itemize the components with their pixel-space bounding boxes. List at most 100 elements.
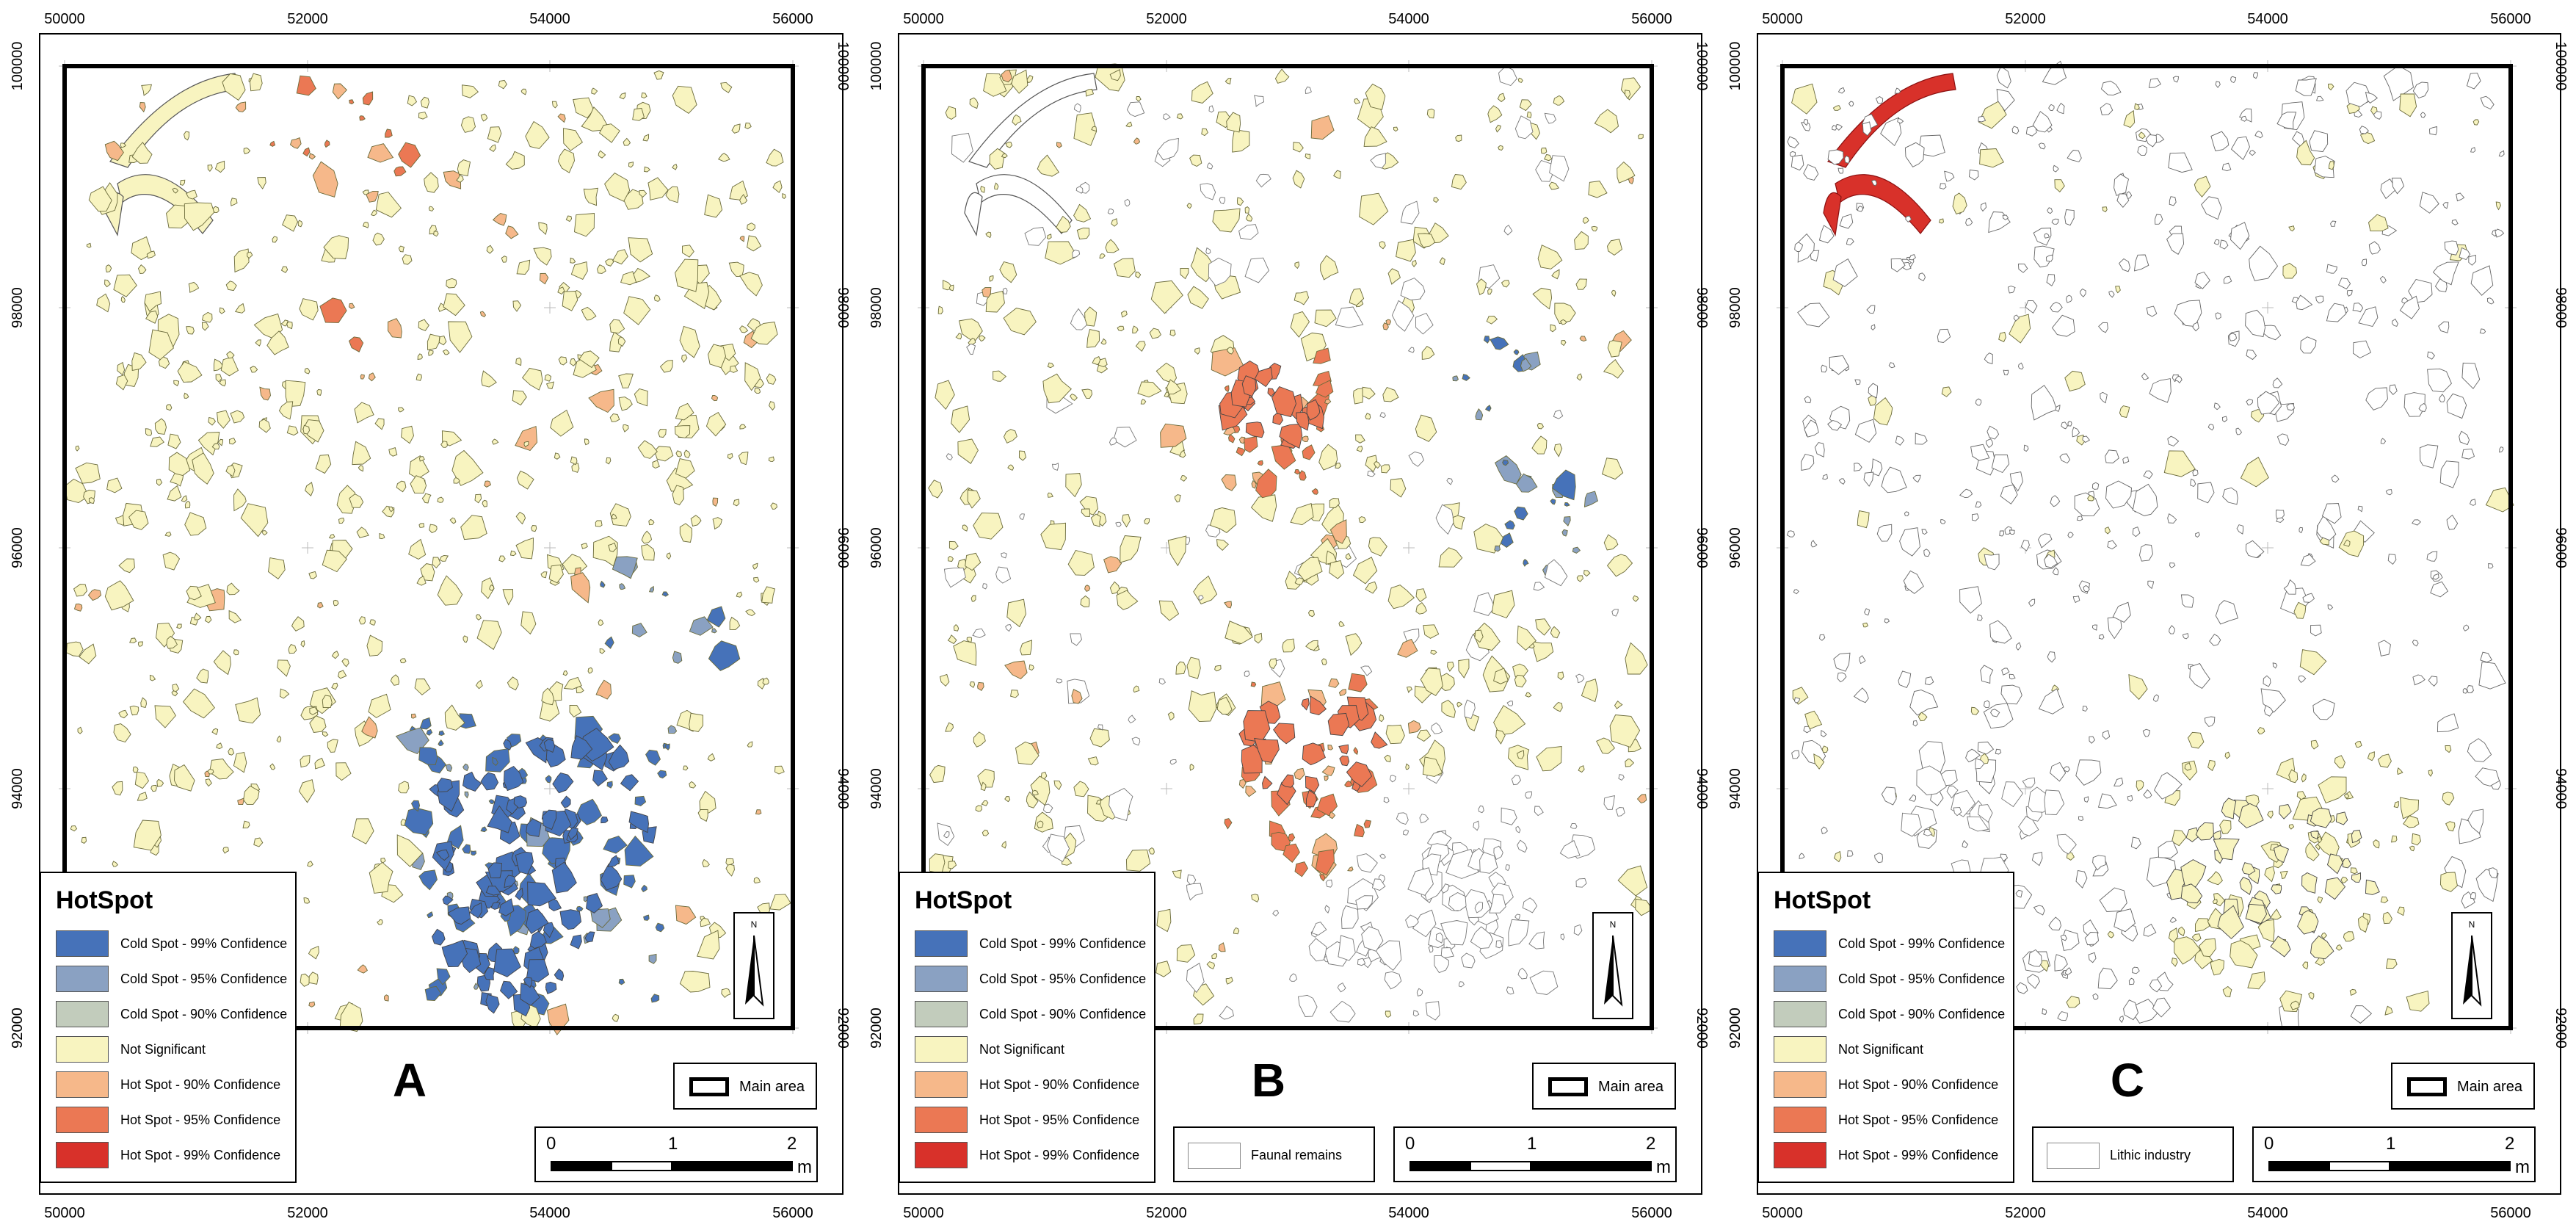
hotspot-polygon bbox=[1871, 324, 1876, 331]
hotspot-polygon bbox=[980, 185, 985, 193]
hotspot-polygon bbox=[291, 616, 305, 632]
hotspot-polygon bbox=[2126, 191, 2133, 200]
hotspot-polygon bbox=[2000, 484, 2018, 504]
hotspot-polygon bbox=[1363, 820, 1371, 828]
hotspot-polygon bbox=[1483, 336, 1490, 344]
scale-segment-black bbox=[1409, 1161, 1471, 1171]
hotspot-polygon bbox=[418, 747, 438, 765]
hotspot-polygon bbox=[229, 437, 236, 445]
hotspot-polygon bbox=[451, 449, 484, 486]
hotspot-polygon bbox=[2051, 218, 2059, 225]
hotspot-polygon bbox=[2359, 126, 2370, 134]
hotspot-polygon bbox=[1918, 712, 1928, 722]
hotspot-polygon bbox=[623, 875, 636, 889]
hotspot-polygon bbox=[967, 489, 981, 509]
hotspot-polygon bbox=[488, 799, 495, 805]
hotspot-polygon bbox=[1250, 494, 1277, 522]
hotspot-polygon bbox=[184, 512, 207, 536]
hotspot-polygon bbox=[2057, 1011, 2068, 1021]
hotspot-polygon bbox=[2439, 394, 2445, 402]
hotspot-polygon bbox=[2315, 295, 2324, 304]
hotspot-polygon bbox=[583, 896, 589, 902]
hotspot-polygon bbox=[1551, 269, 1560, 280]
hotspot-polygon bbox=[171, 690, 178, 697]
hotspot-polygon bbox=[2167, 513, 2177, 524]
hotspot-polygon bbox=[1603, 795, 1615, 810]
hotspot-polygon bbox=[2155, 214, 2163, 225]
hotspot-polygon bbox=[612, 249, 628, 265]
legend-swatch bbox=[56, 930, 109, 957]
hotspot-polygon bbox=[1302, 444, 1316, 460]
hotspot-polygon bbox=[396, 480, 407, 493]
hotspot-polygon bbox=[1967, 816, 1989, 832]
hotspot-polygon bbox=[597, 264, 606, 274]
main-area-swatch bbox=[689, 1077, 729, 1096]
hotspot-polygon bbox=[1583, 491, 1599, 507]
hotspot-polygon bbox=[2249, 150, 2256, 156]
hotspot-polygon bbox=[1819, 634, 1826, 641]
hotspot-polygon bbox=[419, 717, 432, 730]
hotspot-polygon bbox=[1135, 341, 1146, 352]
grid-cross bbox=[2262, 302, 2274, 314]
hotspot-polygon bbox=[2340, 876, 2348, 883]
hotspot-polygon bbox=[2189, 663, 2210, 689]
hotspot-polygon bbox=[1559, 319, 1567, 325]
hotspot-polygon bbox=[1461, 952, 1476, 969]
hotspot-polygon bbox=[140, 697, 147, 709]
hotspot-polygon bbox=[2015, 642, 2022, 651]
legend-label: Cold Spot - 95% Confidence bbox=[120, 971, 288, 986]
hotspot-polygon bbox=[1975, 398, 1982, 406]
hotspot-polygon bbox=[480, 826, 487, 833]
hotspot-polygon bbox=[1636, 794, 1647, 804]
hotspot-polygon bbox=[331, 682, 338, 690]
hotspot-polygon bbox=[2326, 853, 2343, 875]
hotspot-polygon bbox=[689, 712, 704, 733]
hotspot-polygon bbox=[471, 850, 477, 855]
hotspot-polygon bbox=[498, 898, 515, 916]
hotspot-polygon bbox=[2267, 811, 2274, 820]
hotspot-polygon bbox=[1355, 434, 1365, 444]
hotspot-polygon bbox=[1857, 510, 1870, 529]
hotspot-polygon bbox=[1005, 141, 1013, 148]
hotspot-polygon bbox=[156, 623, 175, 648]
scale-bar: 0 1 2 m bbox=[534, 1126, 818, 1182]
hotspot-polygon bbox=[689, 781, 697, 789]
hotspot-polygon bbox=[2190, 478, 2196, 488]
hotspot-polygon bbox=[1548, 181, 1560, 190]
hotspot-polygon bbox=[1198, 595, 1204, 601]
hotspot-polygon bbox=[1189, 154, 1202, 167]
hotspot-polygon bbox=[2221, 797, 2237, 820]
hotspot-polygon bbox=[2207, 871, 2223, 886]
hotspot-polygon bbox=[1875, 95, 1884, 104]
hotspot-polygon bbox=[401, 425, 414, 444]
hotspot-polygon bbox=[231, 198, 238, 206]
hotspot-polygon bbox=[2119, 405, 2130, 419]
grid-cross bbox=[544, 302, 556, 314]
hotspot-polygon bbox=[2384, 1005, 2393, 1016]
hotspot-polygon bbox=[2130, 836, 2141, 850]
hotspot-polygon bbox=[2105, 449, 2119, 463]
hotspot-polygon bbox=[1489, 894, 1506, 914]
hotspot-polygon bbox=[994, 182, 999, 190]
hotspot-polygon bbox=[2368, 214, 2389, 232]
hotspot-polygon bbox=[652, 460, 660, 469]
hotspot-polygon bbox=[1803, 118, 1809, 126]
hotspot-polygon bbox=[562, 128, 584, 151]
scale-tick-2: 2 bbox=[1646, 1134, 1656, 1154]
hotspot-polygon bbox=[1010, 690, 1019, 698]
hotspot-polygon bbox=[1440, 947, 1454, 958]
hotspot-polygon bbox=[409, 455, 429, 480]
hotspot-polygon bbox=[2426, 551, 2438, 562]
hotspot-polygon bbox=[2105, 527, 2111, 535]
hotspot-polygon bbox=[460, 116, 476, 133]
hotspot-polygon bbox=[204, 615, 212, 623]
hotspot-polygon bbox=[1995, 748, 2002, 755]
hotspot-polygon bbox=[972, 628, 986, 638]
hotspot-polygon bbox=[2132, 966, 2140, 974]
hotspot-polygon bbox=[1255, 173, 1271, 188]
hotspot-polygon bbox=[1186, 883, 1203, 901]
hotspot-polygon bbox=[440, 441, 448, 448]
hotspot-polygon bbox=[2195, 918, 2210, 933]
lithic-industry-label: Lithic industry bbox=[2110, 1148, 2191, 1162]
hotspot-polygon bbox=[1854, 379, 1861, 386]
